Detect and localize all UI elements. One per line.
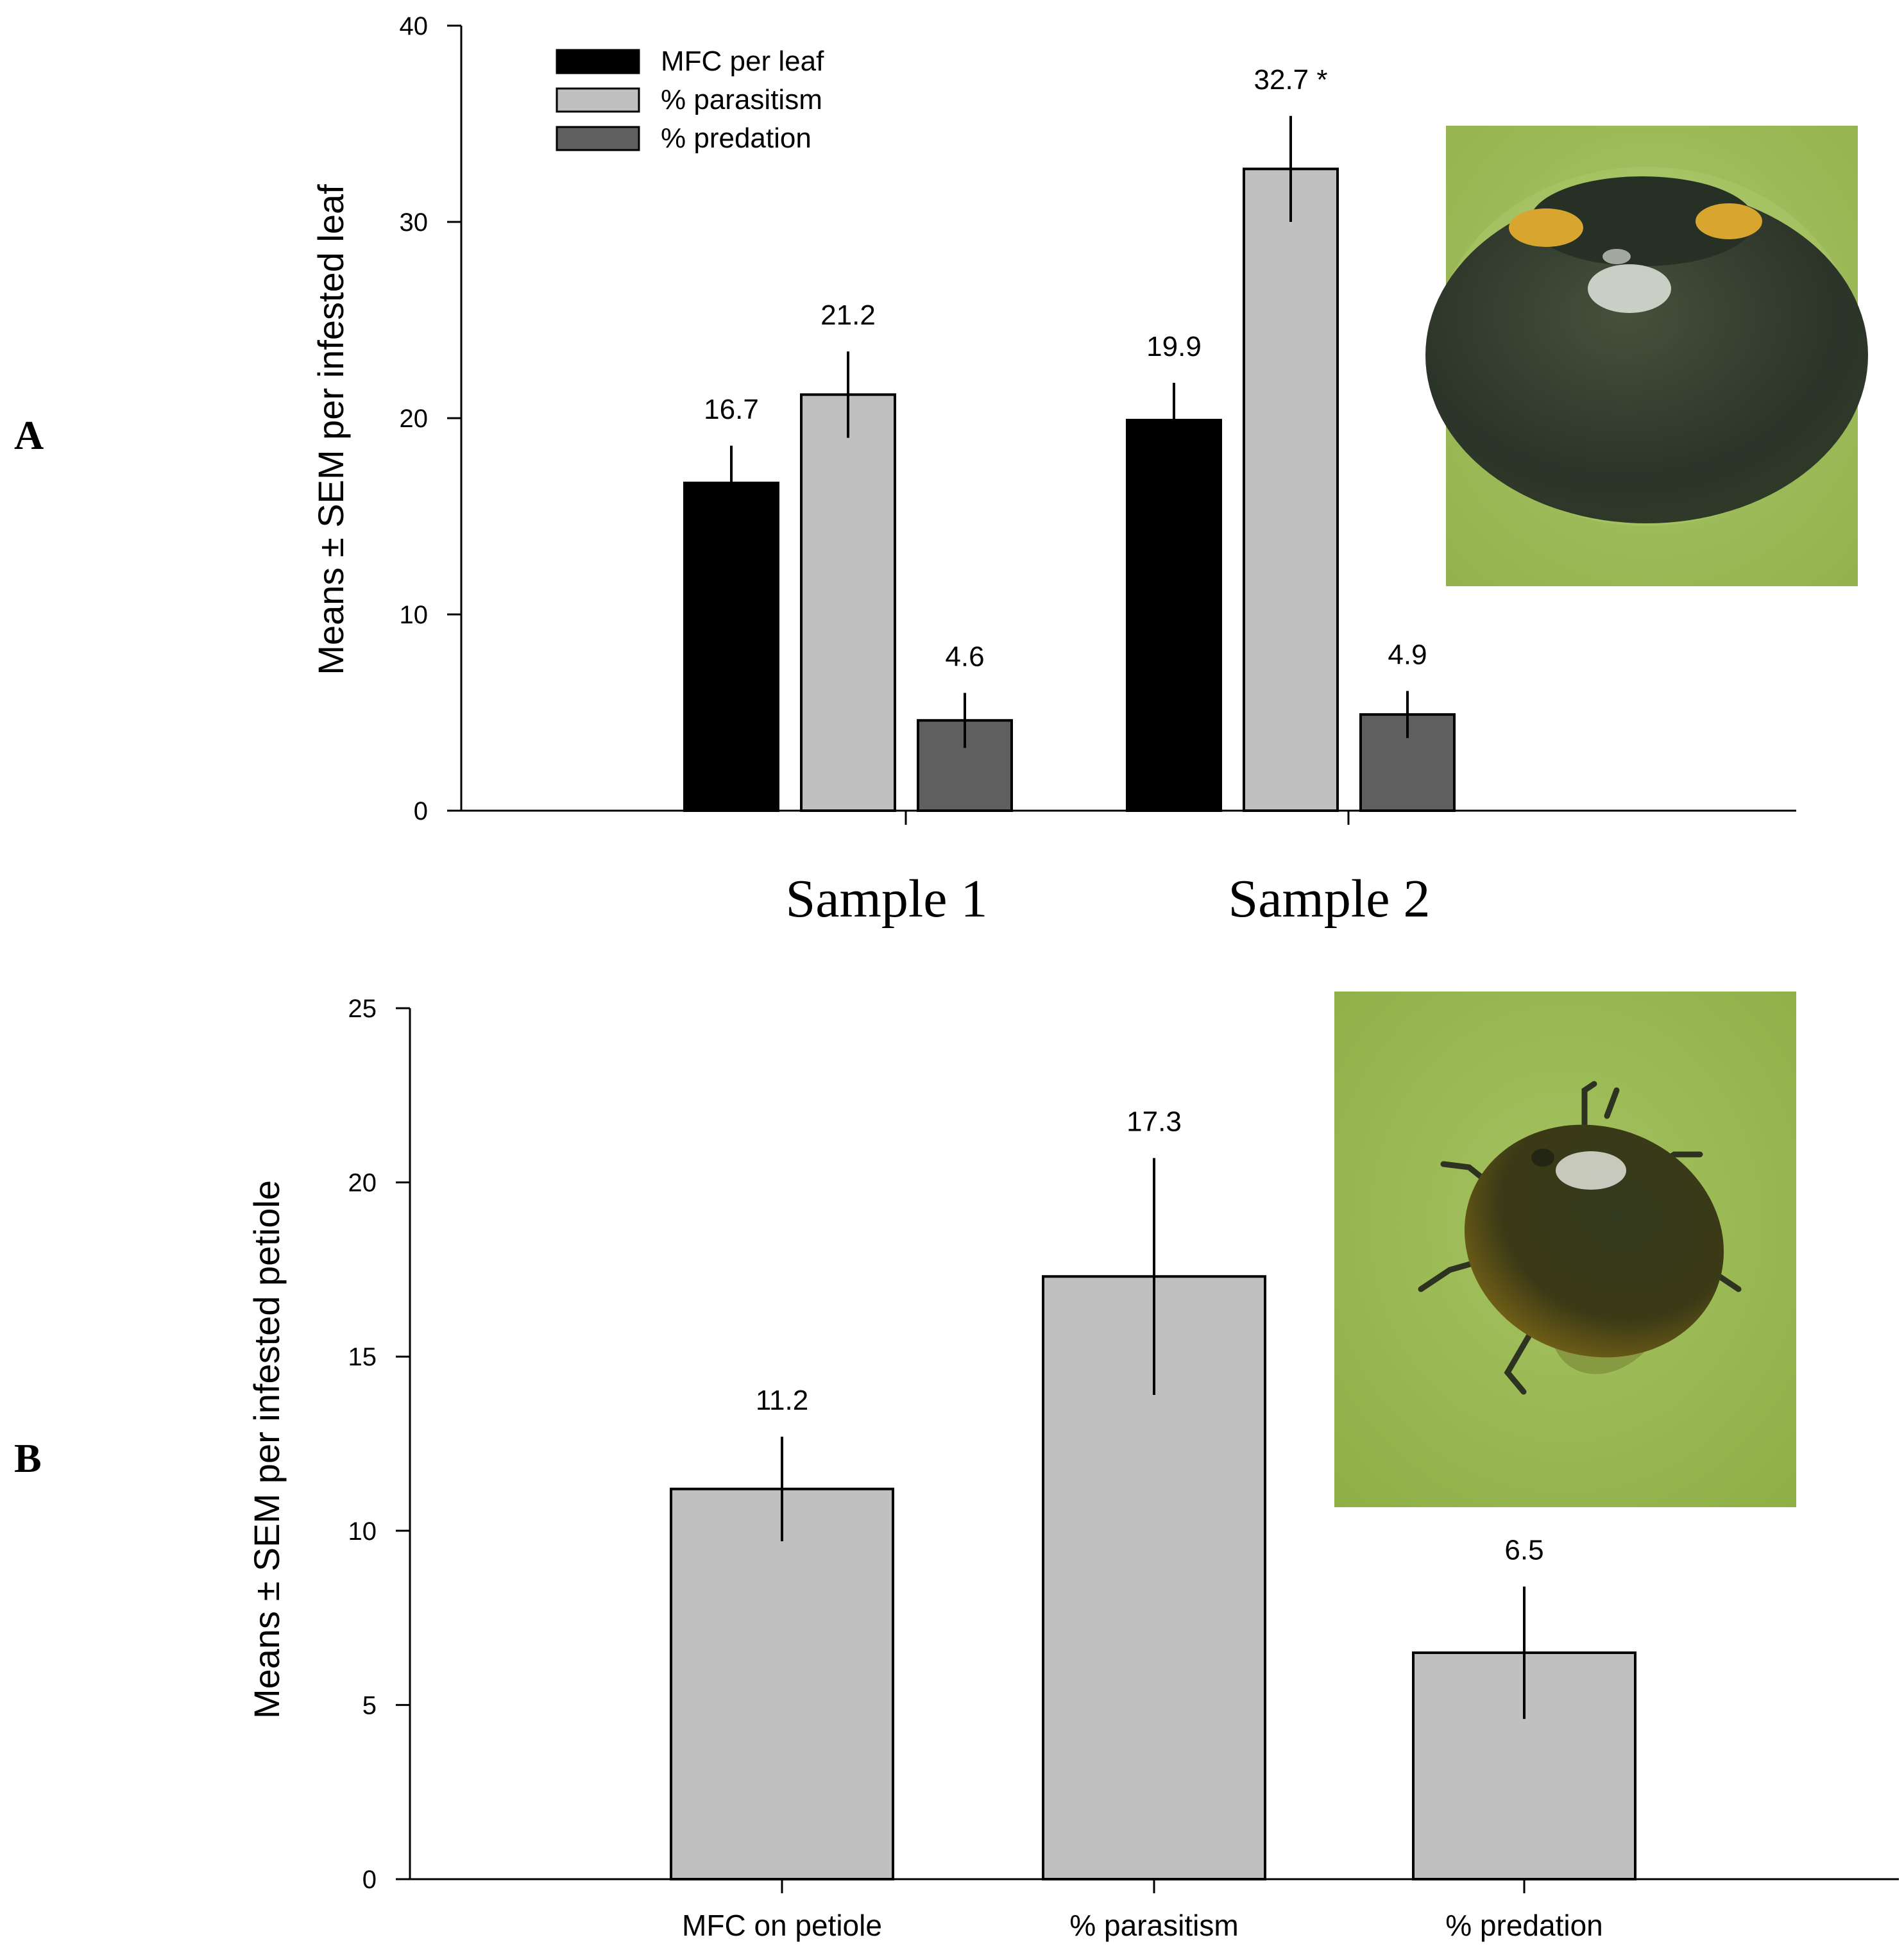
panel-a-y-axis-label: Means ± SEM per infested leaf: [310, 184, 351, 675]
bar: [683, 481, 779, 812]
legend-label: % predation: [661, 122, 812, 154]
data-label: 32.7 *: [1254, 64, 1328, 96]
y-tick-label: 10: [400, 601, 429, 629]
legend-swatch: [556, 87, 640, 113]
y-tick-label: 5: [362, 1691, 377, 1719]
legend-label: MFC per leaf: [661, 46, 824, 77]
legend-swatch: [556, 126, 640, 151]
panel-b-inset-photo: [1334, 992, 1796, 1507]
panel-letter-b: B: [14, 1435, 42, 1481]
beetle-body-icon: [1425, 187, 1868, 523]
y-tick-label: 15: [348, 1343, 377, 1371]
chart-panel-b: 0 5 10 15 20 25 MFC on petiole % parasitism % pr…: [246, 995, 1899, 1942]
panel-b-bars: 11.2 17.3 6.5: [670, 1106, 1636, 1881]
y-tick-label: 40: [400, 12, 429, 40]
data-label: 16.7: [704, 394, 759, 425]
panel-a-legend: MFC per leaf % parasitism % predation: [556, 46, 824, 154]
y-tick-label: 30: [400, 208, 429, 237]
x-category-label: % predation: [1445, 1909, 1603, 1942]
bar: [1243, 167, 1339, 812]
y-tick-label: 25: [348, 995, 377, 1023]
data-label: 19.9: [1146, 331, 1202, 362]
data-label: 4.9: [1388, 639, 1427, 670]
panel-b-axes: 0 5 10 15 20 25 MFC on petiole % parasitism % pr…: [348, 995, 1899, 1942]
y-tick-label: 10: [348, 1517, 377, 1546]
x-category-label: % parasitism: [1069, 1909, 1238, 1942]
y-tick-label: 20: [400, 405, 429, 433]
data-label: 6.5: [1504, 1535, 1543, 1566]
y-tick-label: 20: [348, 1169, 377, 1197]
panel-b-y-axis-label: Means ± SEM per infested petiole: [246, 1180, 287, 1719]
panel-a-bars: 16.7 21.2 4.6 19.9 32.7 * 4.9: [683, 64, 1456, 813]
legend-label: % parasitism: [661, 84, 822, 115]
x-category-label: MFC on petiole: [682, 1909, 882, 1942]
bar: [1126, 419, 1222, 812]
panel-a-axes: 0 10 20 30 40 Sample 1 Sample 2: [400, 12, 1796, 929]
bar: [800, 393, 896, 812]
data-label: 4.6: [945, 641, 984, 672]
beetle-icon: [1464, 1124, 1724, 1358]
data-label: 21.2: [820, 300, 876, 331]
panel-a-inset-photo: [1425, 126, 1868, 586]
chart-panel-a: 0 10 20 30 40 Sample 1 Sample 2 16.7 21.2 4.6 19.…: [310, 12, 1796, 929]
legend-swatch: [556, 49, 640, 74]
bar: [670, 1487, 894, 1880]
data-label: 17.3: [1126, 1106, 1182, 1138]
y-tick-label: 0: [362, 1866, 377, 1894]
x-category-label: Sample 1: [786, 869, 988, 929]
data-label: 11.2: [756, 1385, 808, 1416]
panel-letter-a: A: [14, 412, 44, 458]
y-tick-label: 0: [414, 797, 428, 825]
x-category-label: Sample 2: [1228, 869, 1431, 929]
